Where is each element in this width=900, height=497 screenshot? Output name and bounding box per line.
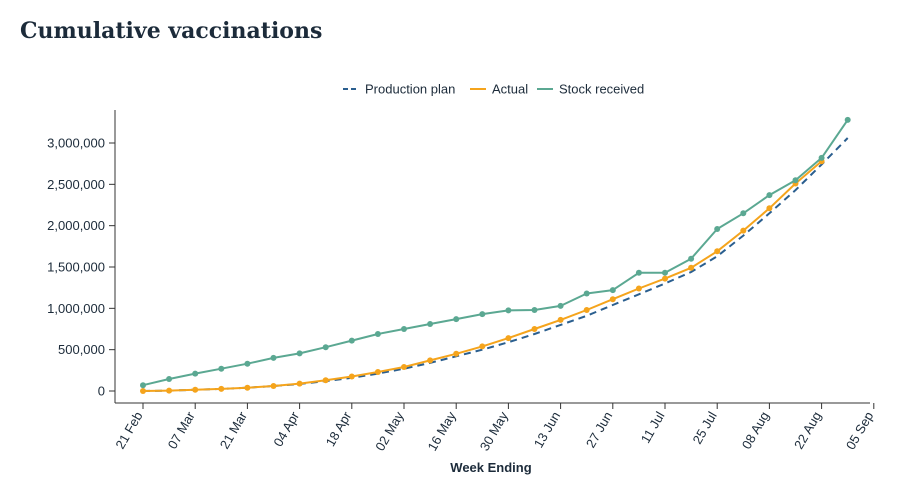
x-tick-label: 05 Sep [843,409,877,452]
data-point-stock-received [662,269,668,276]
x-tick-label: 16 May [424,409,459,454]
x-tick-label: 30 May [477,409,512,454]
data-point-stock-received [531,307,538,313]
data-point-actual [583,307,590,313]
y-tick-label: 3,000,000 [47,136,105,151]
y-axis: 0 500,000 1,000,000 1,500,000 2,000,000 2,500… [47,110,116,403]
legend-label: Actual [492,82,528,97]
x-axis: 21 Feb 07 Mar 21 Mar 04 Apr 18 Apr 02 May 16 M… [112,402,877,454]
legend-label: Production plan [365,82,455,97]
data-point-stock-received [218,365,225,372]
data-point-stock-received [244,360,251,367]
y-tick-label: 1,500,000 [47,260,105,275]
series-production-plan [142,137,849,392]
series-actual [140,158,825,394]
y-tick-label: 2,000,000 [47,218,105,233]
data-point-actual [688,264,695,271]
x-tick-label: 21 Feb [112,409,145,452]
data-point-actual [296,380,303,387]
data-point-actual [348,373,355,380]
page-title: Cumulative vaccinations [20,18,323,44]
series-layer [140,116,851,394]
series-stock-received [140,116,851,389]
data-point-actual [218,385,225,392]
x-tick-label: 18 Apr [323,408,355,449]
data-point-stock-received [792,177,799,184]
data-point-stock-received [818,154,825,161]
data-point-actual [270,383,277,389]
y-tick-label: 0 [98,384,105,399]
data-point-actual [609,296,616,303]
data-point-stock-received [479,311,486,318]
data-point-stock-received [453,316,460,323]
x-axis-title: Week Ending [450,460,531,475]
data-point-stock-received [609,287,616,294]
data-point-actual [557,316,564,323]
data-point-actual [453,350,460,357]
data-point-actual [401,364,407,370]
series-line-production-plan [142,137,849,392]
x-tick-label: 27 Jun [583,409,616,450]
data-point-stock-received [635,269,642,276]
data-point-stock-received [844,116,851,123]
x-tick-label: 08 Aug [739,409,772,452]
data-point-stock-received [322,344,329,351]
legend-item-actual: Actual [470,82,528,97]
data-point-actual [166,387,173,394]
data-point-actual [192,386,199,393]
data-point-actual [427,357,434,364]
x-tick-label: 02 May [372,409,407,454]
data-point-actual [479,343,486,350]
data-point-actual [505,335,512,342]
data-point-stock-received [348,337,355,344]
data-point-actual [374,369,381,375]
data-point-stock-received [374,331,381,337]
legend-item-stock-received: Stock received [537,82,644,97]
data-point-stock-received [427,321,434,327]
data-point-stock-received [505,307,512,314]
series-line-stock-received [142,119,849,387]
data-point-stock-received [557,302,564,309]
data-point-actual [662,275,668,282]
data-point-actual [714,248,721,255]
legend: Production plan Actual Stock received [343,82,644,97]
data-point-actual [766,205,773,212]
data-point-stock-received [270,354,277,361]
legend-label: Stock received [559,82,644,97]
data-point-actual [740,227,747,234]
data-point-stock-received [166,376,173,382]
x-tick-label: 13 Jun [531,409,564,450]
data-point-stock-received [688,255,695,262]
data-point-stock-received [140,382,146,389]
data-point-actual [244,384,251,391]
x-tick-label: 11 Jul [638,409,668,446]
data-point-actual [140,388,146,394]
x-tick-label: 22 Aug [791,409,824,452]
data-point-stock-received [583,290,590,297]
data-point-stock-received [714,226,721,232]
data-point-actual [322,377,329,384]
y-tick-label: 2,500,000 [47,177,105,192]
series-line-actual [142,160,823,392]
x-tick-label: 25 Jul [689,409,719,447]
data-point-stock-received [296,350,303,357]
x-tick-label: 21 Mar [217,408,251,451]
data-point-actual [635,285,642,292]
x-tick-label: 07 Mar [165,408,199,451]
legend-item-production-plan: Production plan [343,82,455,97]
data-point-actual [531,326,538,332]
data-point-stock-received [766,192,773,199]
y-tick-label: 1,000,000 [47,301,105,316]
data-point-stock-received [740,210,747,217]
data-point-stock-received [401,326,407,332]
y-tick-label: 500,000 [58,342,105,357]
x-tick-label: 04 Apr [270,408,302,449]
data-point-stock-received [192,370,199,377]
